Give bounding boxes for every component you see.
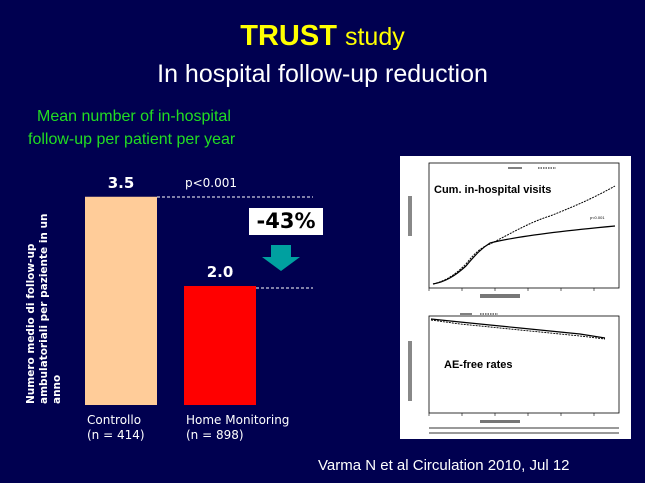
bar-1 [184, 286, 256, 405]
citation: Varma N et al Circulation 2010, Jul 12 [318, 457, 570, 474]
category-label-0-line2: (n = 414) [87, 428, 145, 442]
down-arrow-icon [262, 245, 300, 271]
chart-subtitle-line2: follow-up per patient per year [28, 131, 236, 148]
inset-label-bottom: AE-free rates [444, 359, 512, 371]
title-rest: study [344, 23, 405, 51]
category-label-1-line2: (n = 898) [186, 428, 244, 442]
p-value: p<0.001 [185, 176, 238, 190]
inset-figure: Cum. in-hospital visits p<0.001 AE-free … [400, 156, 631, 439]
svg-text:p<0.001: p<0.001 [590, 215, 605, 220]
title-line1: TRUST study [0, 20, 645, 53]
y-axis-label-line1: Numero medio di follow-up [25, 243, 37, 404]
y-axis-label-line2: ambulatoriali per paziente in un [38, 213, 50, 404]
inset-graph: Cum. in-hospital visits p<0.001 AE-free … [408, 162, 620, 434]
y-axis-label-line3: anno [51, 375, 63, 404]
bar-value-label-0: 3.5 [108, 174, 135, 192]
inset-label-top: Cum. in-hospital visits [434, 184, 551, 196]
category-label-1-line1: Home Monitoring [186, 413, 289, 427]
chart-subtitle-line1: Mean number of in-hospital [37, 108, 231, 125]
title-bold: TRUST [240, 20, 337, 52]
reduction-badge: -43% [249, 208, 323, 235]
bar-0 [85, 196, 157, 405]
bar-value-label-1: 2.0 [207, 263, 234, 281]
category-label-0-line1: Controllo [87, 413, 141, 427]
title-line2: In hospital follow-up reduction [157, 60, 488, 88]
